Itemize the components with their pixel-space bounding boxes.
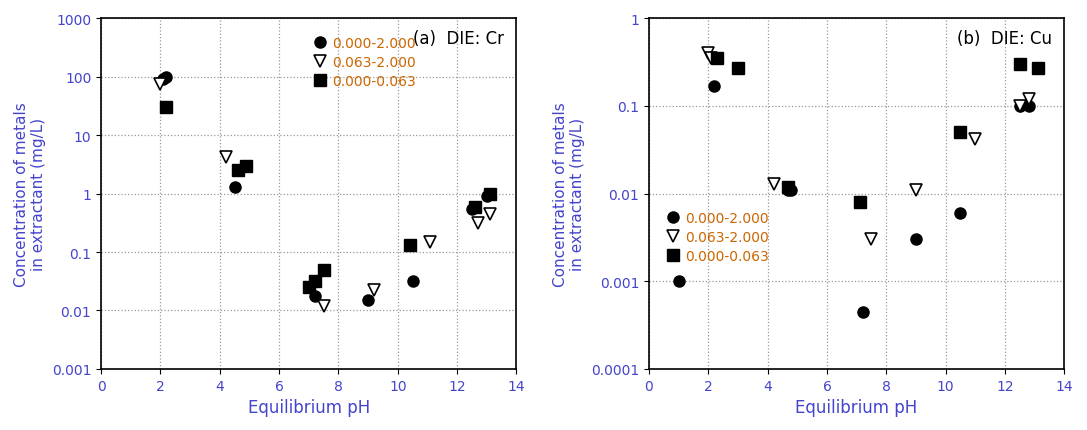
- Y-axis label: Concentration of metals
in extractant (mg/L): Concentration of metals in extractant (m…: [14, 102, 47, 286]
- 0.000-2.000: [672, 279, 685, 284]
- Text: (b)  DIE: Cu: (b) DIE: Cu: [957, 30, 1052, 48]
- 0.000-0.063: [732, 67, 745, 72]
- Y-axis label: Concentration of metals
in extractant (mg/L): Concentration of metals in extractant (m…: [553, 102, 586, 286]
- 0.000-0.063: [160, 105, 173, 111]
- Legend: 0.000-2.000, 0.063-2.000, 0.000-0.063: 0.000-2.000, 0.063-2.000, 0.000-0.063: [315, 37, 416, 88]
- 0.000-2.000: [362, 298, 375, 303]
- 0.000-0.063: [302, 285, 315, 290]
- 0.000-2.000: [857, 309, 870, 314]
- Legend: 0.000-2.000, 0.063-2.000, 0.000-0.063: 0.000-2.000, 0.063-2.000, 0.000-0.063: [669, 212, 769, 263]
- Text: (a)  DIE: Cr: (a) DIE: Cr: [413, 30, 504, 48]
- 0.000-2.000: [1022, 104, 1035, 109]
- 0.000-2.000: [785, 188, 798, 193]
- 0.000-2.000: [465, 207, 478, 212]
- Line: 0.000-2.000: 0.000-2.000: [673, 81, 1034, 317]
- 0.000-0.063: [711, 57, 724, 62]
- 0.000-0.063: [782, 184, 795, 190]
- 0.000-2.000: [480, 194, 493, 200]
- 0.063-2.000: [969, 137, 982, 142]
- Line: 0.000-0.063: 0.000-0.063: [712, 54, 1044, 208]
- 0.000-0.063: [1032, 67, 1045, 72]
- 0.063-2.000: [1022, 97, 1035, 102]
- 0.063-2.000: [702, 52, 715, 57]
- Line: 0.063-2.000: 0.063-2.000: [154, 79, 496, 312]
- 0.063-2.000: [767, 181, 780, 187]
- 0.000-0.063: [468, 205, 482, 210]
- 0.000-0.063: [954, 130, 967, 135]
- 0.000-0.063: [1013, 62, 1026, 68]
- 0.000-2.000: [910, 237, 923, 243]
- 0.000-0.063: [240, 164, 253, 169]
- 0.063-2.000: [484, 212, 497, 217]
- 0.063-2.000: [472, 221, 485, 226]
- 0.063-2.000: [154, 82, 167, 87]
- 0.063-2.000: [317, 304, 330, 309]
- 0.063-2.000: [220, 155, 233, 160]
- 0.000-2.000: [407, 279, 420, 284]
- 0.000-2.000: [308, 293, 321, 298]
- 0.000-0.063: [317, 267, 330, 273]
- 0.000-2.000: [954, 211, 967, 216]
- 0.063-2.000: [704, 57, 717, 62]
- 0.000-0.063: [232, 169, 245, 174]
- 0.000-2.000: [160, 75, 173, 80]
- 0.063-2.000: [865, 237, 878, 243]
- 0.000-2.000: [708, 84, 721, 89]
- 0.000-2.000: [228, 185, 241, 190]
- 0.063-2.000: [1013, 104, 1026, 109]
- 0.000-0.063: [853, 200, 866, 205]
- 0.000-2.000: [782, 188, 795, 193]
- 0.000-0.063: [484, 192, 497, 197]
- 0.063-2.000: [910, 188, 923, 193]
- 0.063-2.000: [424, 240, 437, 245]
- Line: 0.000-0.063: 0.000-0.063: [161, 102, 496, 293]
- 0.000-0.063: [403, 243, 416, 249]
- Line: 0.063-2.000: 0.063-2.000: [702, 48, 1035, 246]
- 0.000-0.063: [308, 279, 321, 284]
- 0.000-2.000: [157, 78, 170, 83]
- 0.000-2.000: [1013, 104, 1026, 109]
- Line: 0.000-2.000: 0.000-2.000: [158, 72, 492, 306]
- 0.063-2.000: [367, 288, 380, 293]
- X-axis label: Equilibrium pH: Equilibrium pH: [248, 398, 370, 416]
- X-axis label: Equilibrium pH: Equilibrium pH: [796, 398, 917, 416]
